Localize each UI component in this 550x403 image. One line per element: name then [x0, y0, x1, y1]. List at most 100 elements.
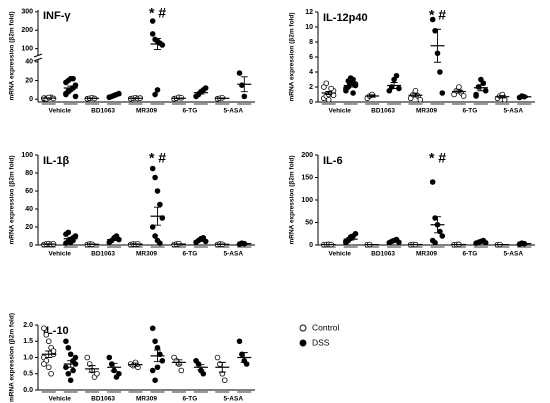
- data-point: [149, 325, 156, 332]
- y-tick-label: 100: [21, 152, 33, 159]
- data-point: [149, 367, 156, 374]
- data-point: [43, 331, 50, 338]
- y-tick-label: 300: [21, 9, 33, 16]
- data-point: [236, 338, 243, 345]
- y-tick-label: 0: [309, 99, 313, 106]
- data-point: [149, 31, 156, 37]
- y-tick-label: 0: [29, 242, 33, 249]
- x-tick-label: 6-TG: [182, 396, 197, 403]
- x-tick-label: Vehicle: [48, 108, 71, 115]
- data-point: [178, 367, 185, 374]
- y-axis-label: mRNA expression (β2m fold): [9, 156, 16, 245]
- error-bar: [412, 93, 419, 98]
- x-tick-label: MR309: [416, 108, 437, 115]
- axis-break: [33, 53, 43, 58]
- error-bar: [45, 350, 53, 358]
- y-tick-label: 0: [29, 96, 33, 103]
- error-bar: [88, 97, 96, 99]
- data-point: [429, 16, 436, 23]
- error-bar: [110, 238, 118, 241]
- data-point: [473, 93, 479, 99]
- x-tick-label: MR309: [136, 108, 157, 115]
- annotation: * #: [429, 7, 446, 23]
- error-bar: [347, 237, 355, 241]
- data-point: [48, 370, 54, 377]
- error-bar: [154, 38, 161, 51]
- y-tick-label: 6: [309, 54, 313, 61]
- error-bar: [368, 94, 376, 98]
- data-point: [159, 42, 166, 48]
- x-tick-label: 5-ASA: [224, 251, 244, 258]
- x-tick-label: 6-TG: [182, 251, 197, 258]
- data-point: [350, 90, 356, 96]
- error-bar: [110, 94, 118, 97]
- error-bar: [45, 97, 53, 99]
- data-point: [152, 377, 158, 384]
- data-point: [157, 240, 163, 247]
- data-point: [154, 188, 161, 194]
- data-point: [202, 85, 209, 91]
- data-point: [84, 354, 91, 361]
- x-tick-label: MR309: [136, 396, 157, 403]
- data-point: [41, 325, 47, 332]
- x-tick-label: 5-ASA: [224, 108, 244, 115]
- data-point: [65, 88, 72, 94]
- y-tick-label: 100: [301, 197, 313, 204]
- legend-marker: [299, 324, 307, 332]
- error-bar: [218, 361, 226, 373]
- error-bar: [347, 83, 355, 88]
- data-point: [149, 18, 156, 24]
- chart-title: IL-6: [323, 155, 343, 167]
- y-axis-label: mRNA expression (β2m fold): [9, 313, 16, 402]
- y-tick-label: 60: [25, 188, 33, 195]
- data-point: [417, 96, 424, 103]
- error-bar: [197, 239, 205, 242]
- y-tick-label: 200: [21, 27, 33, 34]
- x-tick-label: 5-ASA: [224, 396, 244, 403]
- data-point: [241, 93, 248, 100]
- data-point: [65, 229, 72, 236]
- x-tick-label: MR309: [416, 251, 437, 258]
- data-point: [154, 364, 161, 371]
- x-tick-label: Vehicle: [328, 251, 351, 258]
- error-bar: [132, 97, 139, 99]
- data-point: [116, 370, 122, 377]
- x-tick-label: BD1063: [371, 108, 395, 115]
- y-tick-label: 8: [309, 39, 313, 46]
- x-tick-label: BD1063: [371, 251, 395, 258]
- x-tick-label: BD1063: [91, 108, 115, 115]
- legend-label: Control: [312, 322, 340, 332]
- data-point: [106, 354, 113, 361]
- chart-title: IL-10: [43, 325, 69, 337]
- error-bar: [88, 365, 96, 373]
- data-point: [429, 179, 436, 185]
- data-point: [460, 93, 467, 99]
- error-bar: [154, 349, 161, 363]
- data-point: [439, 90, 446, 96]
- y-tick-label: 0: [309, 242, 313, 249]
- error-bar: [67, 236, 75, 241]
- error-bar: [477, 84, 485, 92]
- error-bar: [240, 242, 248, 245]
- annotation: * #: [149, 150, 166, 166]
- data-point: [154, 87, 161, 93]
- data-point: [214, 354, 221, 361]
- y-tick-label: 40: [25, 206, 33, 213]
- x-tick-label: 6-TG: [182, 108, 197, 115]
- data-point: [154, 344, 161, 351]
- y-tick-label: 200: [301, 152, 313, 159]
- legend-label: DSS: [312, 337, 330, 347]
- error-bar: [175, 359, 183, 366]
- data-point: [94, 370, 100, 377]
- data-point: [352, 230, 359, 237]
- data-point: [152, 338, 158, 345]
- error-bar: [175, 243, 183, 245]
- y-tick-label: 1.0: [23, 354, 33, 361]
- data-point: [323, 80, 330, 87]
- data-point: [149, 224, 156, 230]
- y-tick-label: 80: [25, 170, 33, 177]
- x-tick-label: Vehicle: [48, 396, 71, 403]
- data-point: [67, 351, 74, 358]
- x-tick-label: BD1063: [91, 396, 115, 403]
